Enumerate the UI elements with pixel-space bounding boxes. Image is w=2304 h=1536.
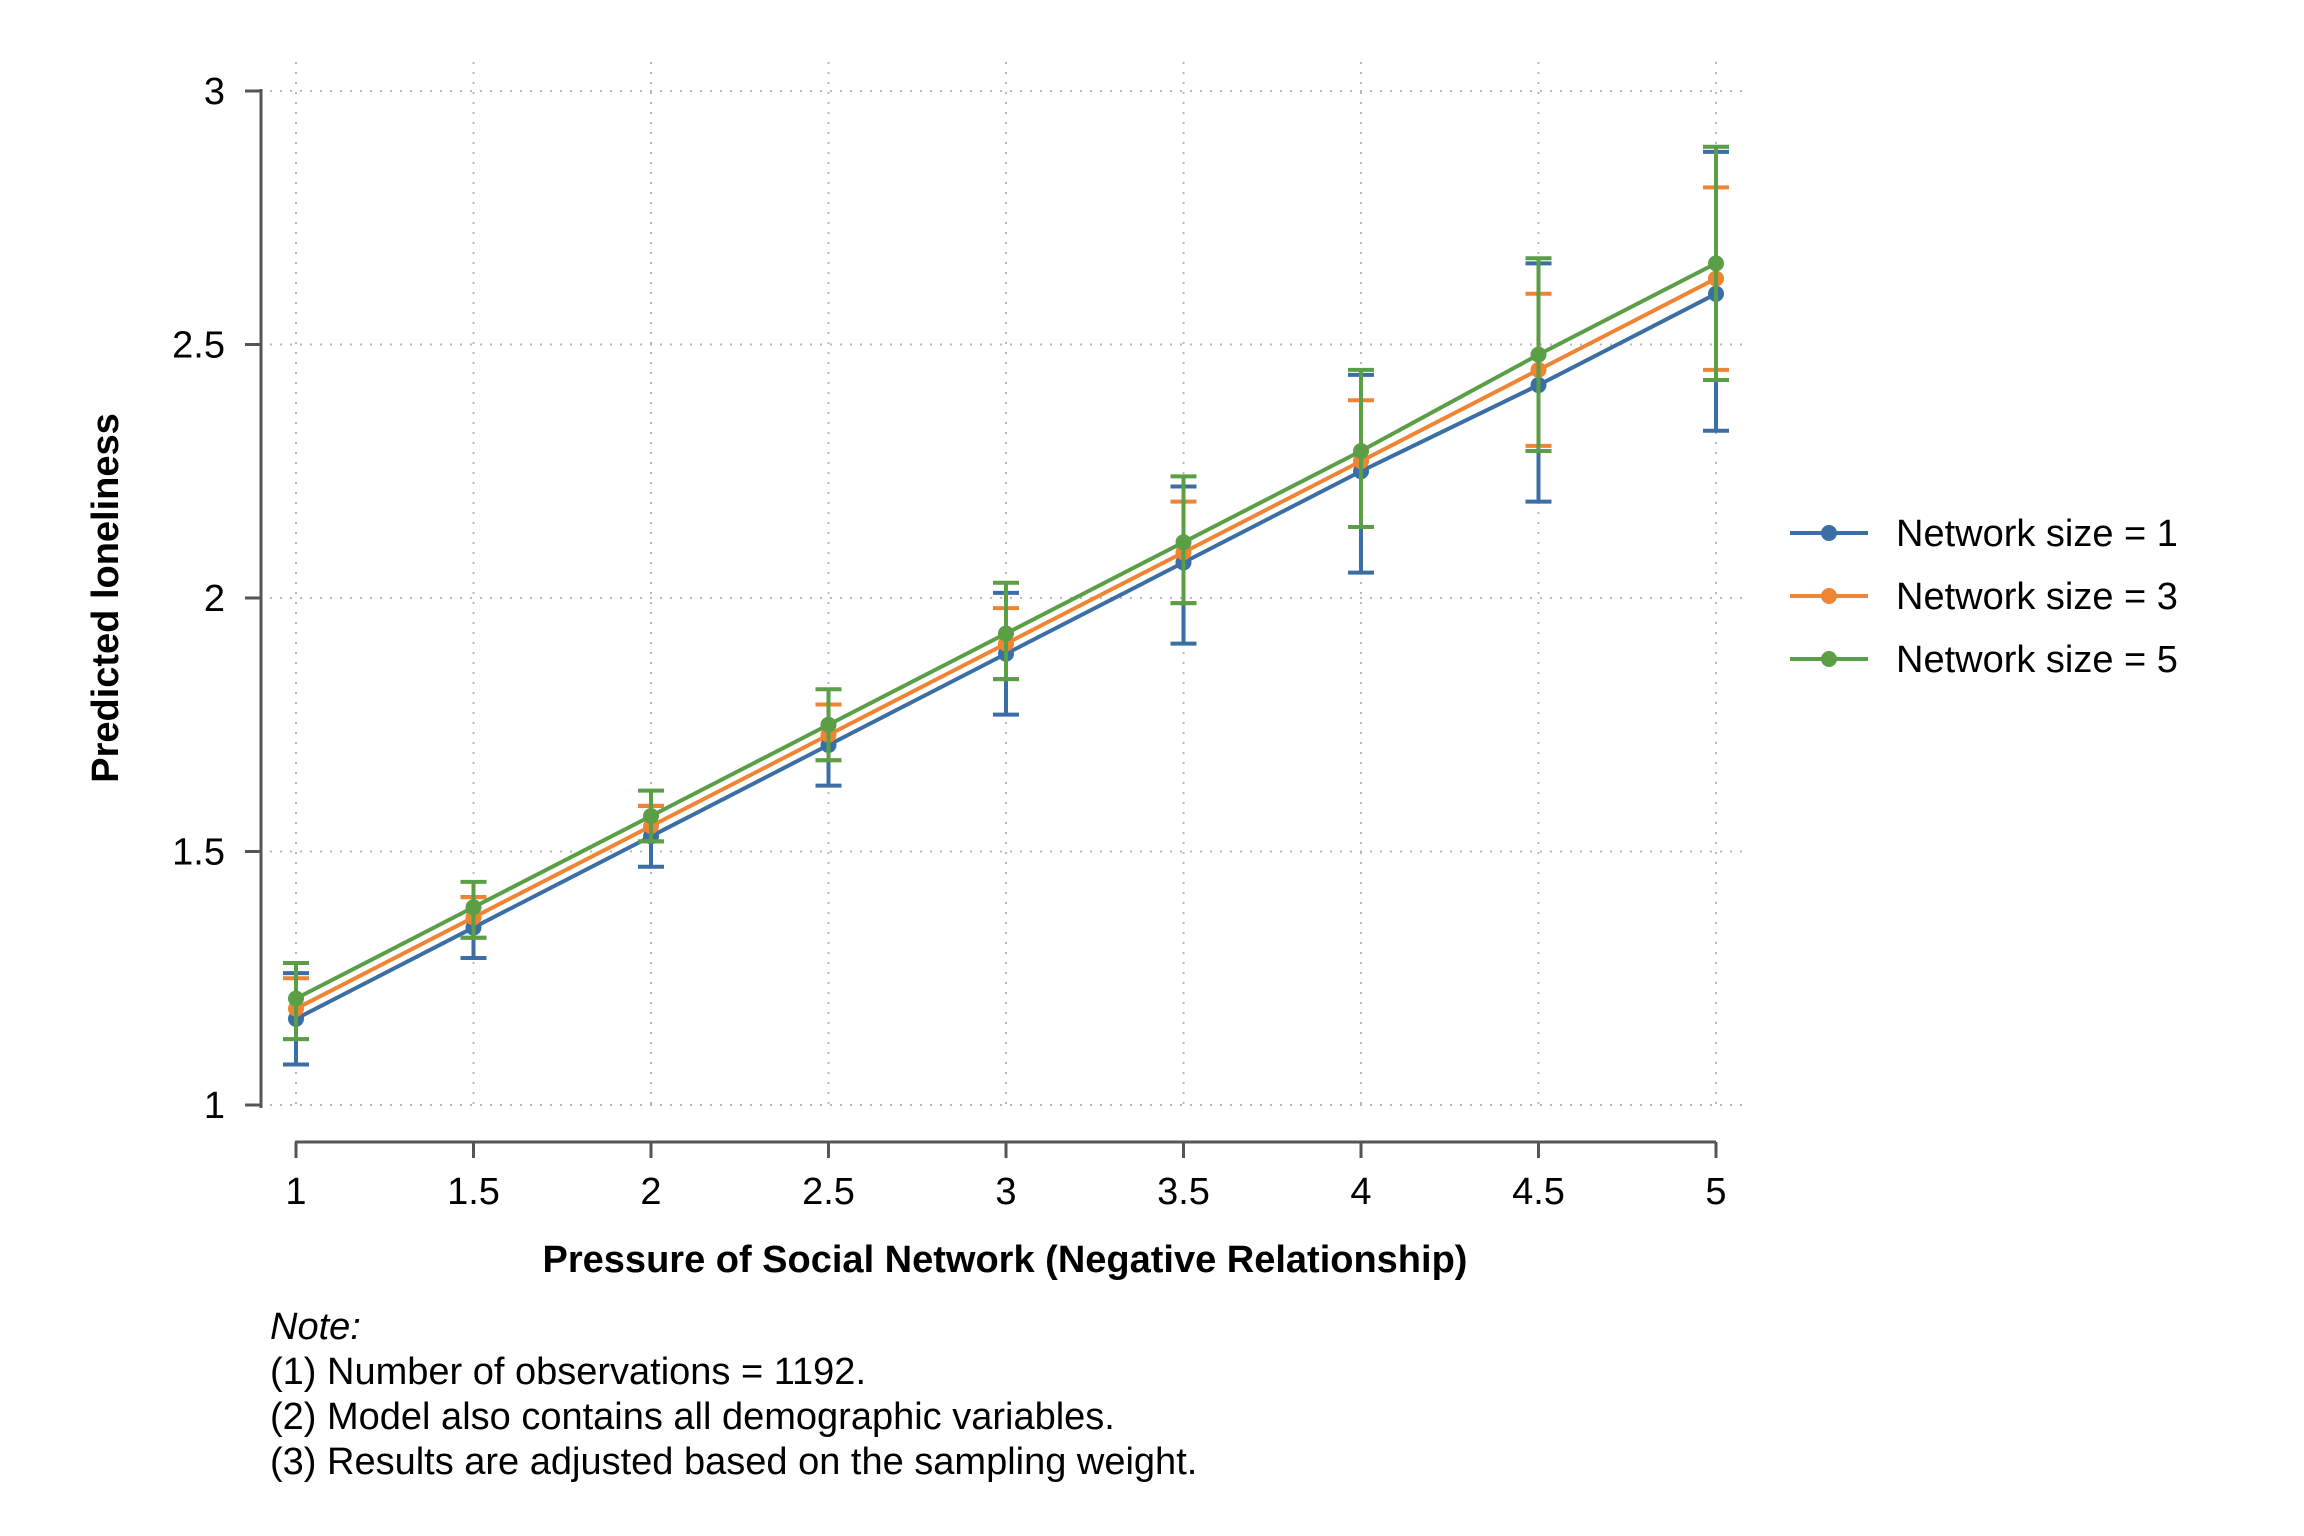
x-tick-label-6: 4 [1350, 1171, 1371, 1213]
y-axis-title: Predicted loneliness [85, 413, 127, 783]
legend-marker-2 [1821, 588, 1837, 604]
data-point-3-8 [1708, 255, 1724, 272]
y-tick-label-1: 1.5 [172, 832, 225, 874]
y-tick-label-2: 2 [204, 578, 225, 620]
y-ticks: 1 1.5 2 2.5 3 [172, 71, 261, 1127]
legend-label-1: Network size = 1 [1896, 513, 2178, 555]
legend-label-3: Network size = 5 [1896, 639, 2178, 681]
axes [259, 89, 1716, 1144]
data-point-3-3 [820, 716, 837, 733]
legend-marker-3 [1821, 651, 1837, 667]
data-point-3-2 [643, 808, 659, 825]
x-tick-label-1: 1.5 [447, 1171, 500, 1213]
note-line-2: (2) Model also contains all demographic … [270, 1396, 1115, 1438]
x-tick-label-4: 3 [995, 1171, 1016, 1213]
series-layer [283, 144, 1729, 1067]
y-tick-label-3: 2.5 [172, 325, 225, 367]
data-point-3-1 [465, 899, 482, 916]
y-tick-label-4: 3 [204, 71, 225, 113]
x-ticks: 1 1.5 2 2.5 3 3.5 4 4.5 5 [285, 1142, 1727, 1213]
grid-lines [270, 62, 1748, 1112]
note-heading: Note: [270, 1306, 361, 1348]
data-point-3-7 [1530, 346, 1547, 363]
x-tick-label-8: 5 [1705, 1171, 1726, 1213]
data-point-3-6 [1353, 442, 1369, 459]
data-point-3-4 [998, 625, 1014, 642]
note: Note: (1) Number of observations = 1192.… [270, 1305, 1197, 1485]
x-tick-label-2: 2 [640, 1171, 661, 1213]
x-tick-label-7: 4.5 [1512, 1171, 1565, 1213]
x-tick-label-5: 3.5 [1157, 1171, 1210, 1213]
legend: Network size = 1 Network size = 3 Network … [1790, 513, 2178, 681]
x-tick-label-0: 1 [285, 1171, 306, 1213]
x-tick-label-3: 2.5 [802, 1171, 855, 1213]
data-point-3-0 [288, 990, 304, 1007]
series-3 [283, 144, 1729, 1042]
note-line-1: (1) Number of observations = 1192. [270, 1351, 866, 1393]
note-line-3: (3) Results are adjusted based on the sa… [270, 1441, 1198, 1483]
x-axis-title: Pressure of Social Network (Negative Rel… [543, 1239, 1468, 1281]
legend-label-2: Network size = 3 [1896, 576, 2178, 618]
legend-marker-1 [1821, 525, 1837, 541]
y-tick-label-0: 1 [204, 1085, 225, 1127]
data-point-3-5 [1175, 534, 1192, 551]
